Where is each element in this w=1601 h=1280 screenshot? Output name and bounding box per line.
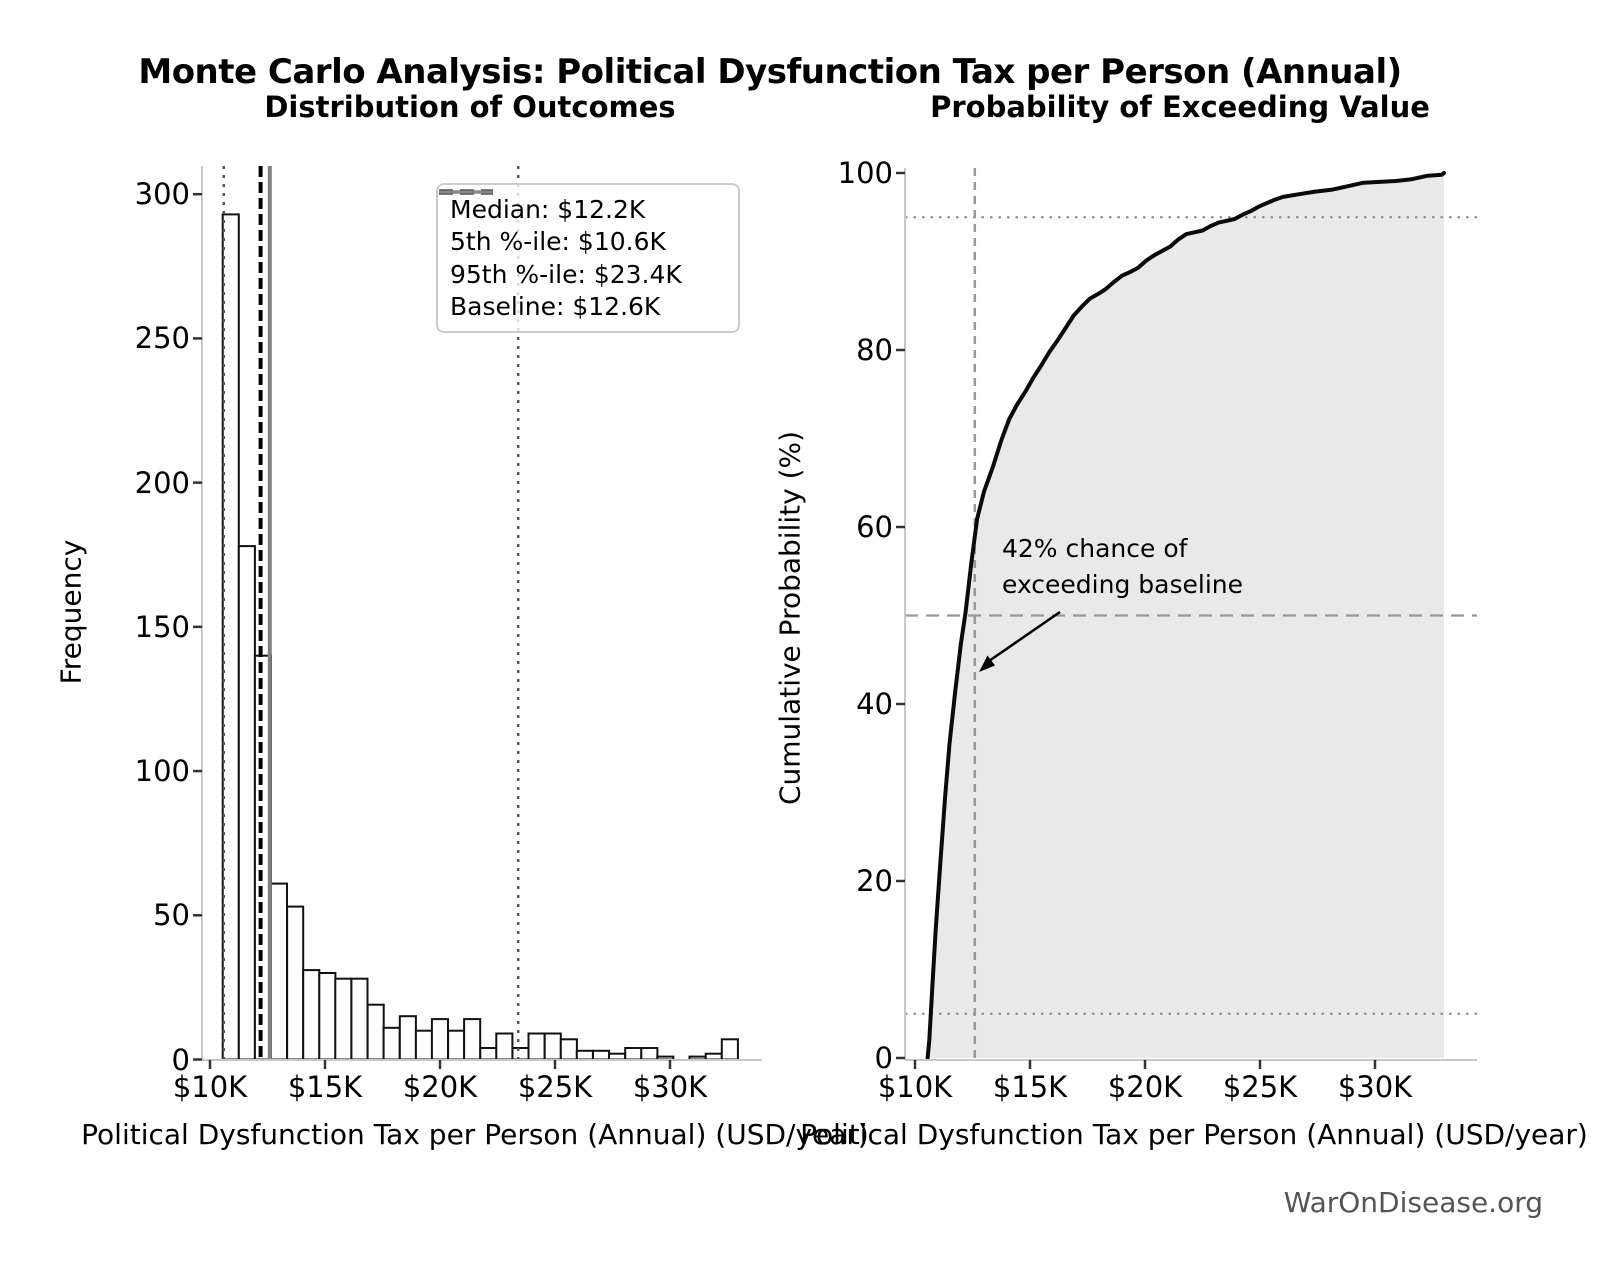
histogram-bar [350, 977, 369, 1061]
x-tick-label: $10K [172, 1070, 248, 1104]
x-tick-label: $30K [632, 1070, 708, 1104]
histogram-bar [286, 905, 305, 1061]
y-tick-label: 60 [856, 510, 893, 544]
legend-entry-label: 5th %-ile: $10.6K [450, 227, 666, 257]
histogram-bar [334, 977, 353, 1061]
histogram-bar [269, 882, 288, 1061]
histogram-bar [495, 1032, 514, 1061]
histogram-bar [720, 1038, 739, 1061]
cdf-curve [925, 171, 1446, 1060]
cdf-title: Probability of Exceeding Value [930, 90, 1430, 124]
y-tick-label: 250 [134, 321, 190, 356]
y-tick-label: 0 [874, 1041, 893, 1075]
histogram-x-axis-label: Political Dysfunction Tax per Person (An… [81, 1118, 869, 1151]
reference-lines [222, 166, 520, 1060]
y-tick-label: 40 [856, 687, 893, 721]
y-tick-label: 300 [134, 177, 190, 212]
histogram-bar [237, 545, 256, 1061]
annotation-arrow-line [988, 610, 1061, 663]
legend-line-sample [439, 190, 493, 194]
histogram-bar [366, 1003, 385, 1061]
x-tick-label: $15K [992, 1070, 1068, 1104]
histogram-bar [543, 1032, 562, 1061]
legend: Median: $12.2K 5th %-ile: $10.6K 95th %-il… [436, 183, 740, 333]
histogram-bar [479, 1047, 498, 1061]
histogram-bars [221, 213, 739, 1061]
legend-entry: 5th %-ile: $10.6K [439, 190, 726, 259]
x-tick-label: $30K [1337, 1070, 1413, 1104]
histogram-bar [318, 972, 337, 1061]
cdf-y-axis-label: Cumulative Probability (%) [773, 430, 807, 806]
y-tick-label: 0 [171, 1042, 190, 1077]
histogram-bar [382, 1026, 401, 1061]
x-tick-label: $25K [1222, 1070, 1298, 1104]
y-tick-label: 200 [134, 465, 190, 500]
histogram-bar [608, 1052, 627, 1061]
y-tick-label: 150 [134, 609, 190, 644]
y-tick-label: 100 [837, 156, 893, 190]
axes-spines-ticks [193, 166, 1477, 1069]
x-tick-label: $20K [402, 1070, 478, 1104]
y-tick-label: 50 [153, 898, 190, 933]
x-tick-label: $10K [877, 1070, 953, 1104]
histogram-title: Distribution of Outcomes [264, 90, 676, 124]
histogram-bar [221, 213, 240, 1061]
y-tick-label: 20 [856, 864, 893, 898]
histogram-bar [414, 1029, 433, 1061]
legend-entry-label: Median: $12.2K [450, 194, 646, 224]
histogram-bar [447, 1029, 466, 1061]
histogram-bar [430, 1018, 449, 1061]
histogram-y-axis-label: Frequency [54, 539, 88, 685]
page-title: Monte Carlo Analysis: Political Dysfunct… [138, 52, 1402, 92]
cdf-curve-path [925, 171, 1446, 1060]
cdf-x-axis-label: Political Dysfunction Tax per Person (An… [800, 1118, 1588, 1151]
annotation-arrow [979, 610, 1061, 672]
x-tick-label: $25K [517, 1070, 593, 1104]
histogram-bar [511, 1047, 530, 1061]
histogram-bar [527, 1032, 546, 1061]
footer-brand: WarOnDisease.org [1283, 1186, 1543, 1219]
histogram-bar [640, 1047, 659, 1061]
legend-entry-label: 95th %-ile: $23.4K [450, 259, 682, 289]
histogram-bar [463, 1018, 482, 1061]
y-tick-label: 100 [134, 754, 190, 789]
x-tick-label: $15K [287, 1070, 363, 1104]
histogram-bar [575, 1049, 594, 1061]
histogram-bar [624, 1047, 643, 1061]
legend-entry: 95th %-ile: $23.4K [439, 190, 726, 291]
legend-entry: Baseline: $12.6K [439, 190, 726, 324]
x-tick-label: $20K [1107, 1070, 1183, 1104]
guide-lines [905, 168, 1477, 1058]
histogram-bar [704, 1052, 723, 1061]
histogram-bar [398, 1015, 417, 1061]
annotation-arrowhead [979, 655, 995, 672]
histogram-bar [592, 1049, 611, 1061]
annotation-line-1: 42% chance of [1002, 534, 1188, 563]
y-tick-label: 80 [856, 333, 893, 367]
annotation-line-2: exceeding baseline [1002, 570, 1243, 599]
histogram-bar [559, 1038, 578, 1061]
legend-entry-label: Baseline: $12.6K [450, 292, 661, 322]
histogram-bar [302, 969, 321, 1061]
